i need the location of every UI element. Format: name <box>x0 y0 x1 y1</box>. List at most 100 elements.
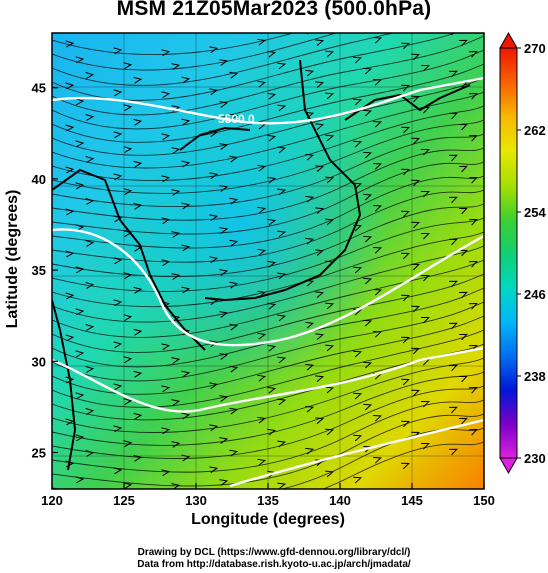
wind-arrow <box>459 291 468 299</box>
wind-arrow <box>315 333 325 340</box>
wind-arrow <box>325 428 335 436</box>
wind-arrow <box>257 164 267 172</box>
wind-arrow <box>373 457 383 464</box>
coastlines <box>52 59 471 471</box>
wind-arrow <box>181 76 191 84</box>
korea-coast <box>52 168 206 351</box>
y-axis: 25 30 35 40 45 <box>32 81 58 461</box>
wind-arrow <box>75 266 85 274</box>
colorbar-ticks: 230 238 246 254 262 270 <box>517 41 546 466</box>
wind-arrow <box>229 491 237 498</box>
wind-arrow <box>469 261 478 268</box>
wind-arrow <box>277 272 287 280</box>
wind-arrow <box>123 188 133 196</box>
wind-arrow <box>181 286 191 294</box>
wind-arrow <box>257 458 267 466</box>
wind-arrow <box>229 113 239 121</box>
wind-arrow <box>123 440 133 448</box>
streamline <box>52 33 395 86</box>
wind-arrow <box>363 67 373 75</box>
x-axis-label: Longitude (degrees) <box>191 511 345 528</box>
wind-arrow <box>229 449 239 457</box>
wind-arrow <box>315 375 325 382</box>
wind-arrow <box>75 476 85 484</box>
wind-arrow <box>373 205 383 212</box>
china-coast <box>52 299 77 471</box>
wind-arrow <box>123 146 133 154</box>
wind-arrow <box>401 0 410 7</box>
wind-arrow <box>257 416 267 424</box>
wind-arrow <box>363 235 373 243</box>
wind-arrow <box>373 163 383 170</box>
wind-arrow <box>449 70 458 78</box>
wind-arrow <box>113 299 123 307</box>
wind-arrow <box>277 104 287 112</box>
wind-arrow <box>85 114 95 121</box>
wind-arrow <box>411 347 420 355</box>
wind-arrow <box>75 308 85 316</box>
wind-arrow <box>123 104 133 112</box>
wind-arrow <box>267 428 277 436</box>
wind-arrow <box>65 124 75 132</box>
wind-arrow <box>449 448 458 456</box>
wind-arrow <box>401 42 410 50</box>
wind-arrow <box>133 286 143 294</box>
wind-arrow <box>161 259 171 267</box>
wind-arrow <box>75 98 85 106</box>
streamline <box>52 175 484 249</box>
wind-arrow <box>363 319 373 327</box>
wind-arrow <box>267 260 277 268</box>
wind-arrow <box>459 249 468 257</box>
wind-arrow <box>113 425 123 433</box>
drawing-credit: Drawing by DCL (https://www.gfd-dennou.o… <box>137 547 411 558</box>
wind-arrow <box>209 382 219 390</box>
wind-arrow <box>325 302 335 310</box>
wind-arrow <box>277 314 287 322</box>
wind-arrow <box>469 177 478 184</box>
streamline <box>52 33 295 56</box>
wind-arrow <box>305 195 315 203</box>
wind-arrow <box>411 305 420 313</box>
wind-arrow <box>353 476 363 484</box>
wind-arrow <box>401 420 410 428</box>
streamline <box>52 147 484 221</box>
wind-arrow <box>459 207 468 215</box>
wind-arrow <box>469 135 478 142</box>
streamline <box>52 357 484 433</box>
wind-arrow <box>267 92 277 100</box>
wind-arrow <box>459 39 468 47</box>
grid-lines <box>52 33 484 489</box>
wind-arrow <box>277 230 287 238</box>
wind-arrow <box>123 356 133 364</box>
wind-arrow <box>421 21 430 29</box>
wind-arrow <box>229 365 239 373</box>
wind-arrow <box>449 280 458 288</box>
streamline <box>52 35 484 116</box>
wind-arrow <box>181 370 191 378</box>
wind-arrow <box>161 385 171 393</box>
wind-arrow <box>353 434 363 442</box>
wind-arrow <box>401 168 410 176</box>
contour-line <box>52 228 484 347</box>
wind-arrow <box>133 370 143 378</box>
wind-arrow <box>459 333 468 341</box>
wind-arrow <box>277 398 287 406</box>
wind-arrow <box>449 154 458 162</box>
wind-arrow <box>401 126 410 134</box>
wind-arrow <box>209 88 219 96</box>
japan-coast <box>204 59 362 302</box>
wind-arrow <box>161 175 171 183</box>
wind-arrow <box>267 386 277 394</box>
wind-arrow <box>65 334 75 342</box>
wind-arrow <box>421 232 430 240</box>
wind-arrow <box>229 155 239 163</box>
wind-arrow <box>277 356 287 364</box>
wind-arrow <box>113 467 123 475</box>
wind-arrow <box>161 133 171 141</box>
wind-arrow <box>209 466 219 474</box>
wind-arrow <box>219 395 229 402</box>
wind-arrow <box>373 37 383 44</box>
wind-arrow <box>113 383 123 391</box>
wind-arrow <box>86 492 94 499</box>
north-coast <box>179 126 251 151</box>
